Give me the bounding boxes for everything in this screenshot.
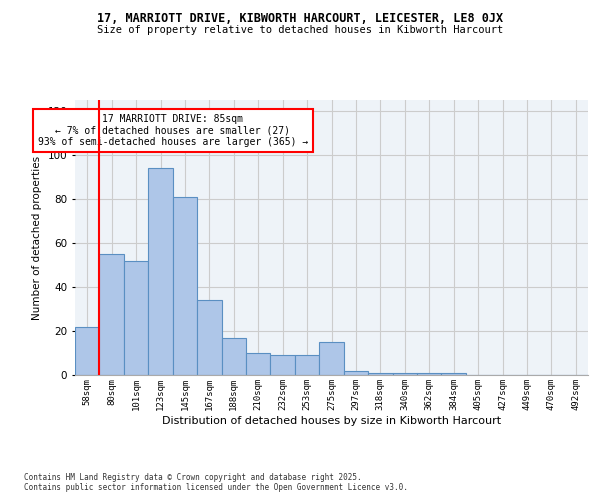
- Bar: [442, 373, 466, 375]
- Bar: [100, 254, 124, 375]
- Y-axis label: Number of detached properties: Number of detached properties: [32, 156, 42, 320]
- Bar: [295, 355, 319, 375]
- Text: Size of property relative to detached houses in Kibworth Harcourt: Size of property relative to detached ho…: [97, 25, 503, 35]
- Bar: [75, 326, 100, 375]
- Bar: [221, 338, 246, 375]
- X-axis label: Distribution of detached houses by size in Kibworth Harcourt: Distribution of detached houses by size …: [162, 416, 501, 426]
- Bar: [173, 197, 197, 375]
- Bar: [319, 342, 344, 375]
- Bar: [148, 168, 173, 375]
- Bar: [197, 300, 221, 375]
- Text: 17 MARRIOTT DRIVE: 85sqm
← 7% of detached houses are smaller (27)
93% of semi-de: 17 MARRIOTT DRIVE: 85sqm ← 7% of detache…: [38, 114, 308, 148]
- Bar: [344, 370, 368, 375]
- Bar: [368, 373, 392, 375]
- Bar: [124, 260, 148, 375]
- Text: Contains HM Land Registry data © Crown copyright and database right 2025.
Contai: Contains HM Land Registry data © Crown c…: [24, 473, 408, 492]
- Bar: [392, 373, 417, 375]
- Bar: [271, 355, 295, 375]
- Text: 17, MARRIOTT DRIVE, KIBWORTH HARCOURT, LEICESTER, LE8 0JX: 17, MARRIOTT DRIVE, KIBWORTH HARCOURT, L…: [97, 12, 503, 26]
- Bar: [417, 373, 442, 375]
- Bar: [246, 353, 271, 375]
